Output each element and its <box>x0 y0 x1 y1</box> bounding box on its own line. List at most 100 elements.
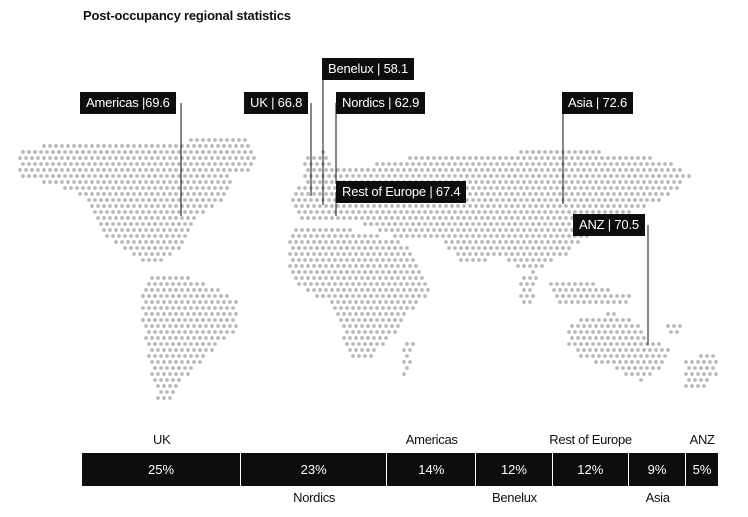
map-dot <box>189 198 193 202</box>
map-dot <box>171 222 175 226</box>
map-dot <box>375 318 379 322</box>
map-dot <box>351 294 355 298</box>
map-dot <box>537 246 541 250</box>
map-dot <box>393 270 397 274</box>
map-dot <box>585 354 589 358</box>
map-dot <box>132 144 136 148</box>
map-dot <box>177 174 181 178</box>
map-dot <box>186 276 190 280</box>
map-dot <box>360 276 364 280</box>
map-dot <box>315 270 319 274</box>
map-dot <box>639 366 643 370</box>
map-dot <box>54 144 58 148</box>
map-dot <box>234 324 238 328</box>
map-dot <box>39 174 43 178</box>
map-dot <box>288 240 292 244</box>
map-dot <box>339 174 343 178</box>
map-dot <box>162 240 166 244</box>
map-dot <box>531 162 535 166</box>
map-dot <box>570 156 574 160</box>
map-dot <box>84 168 88 172</box>
map-dot <box>351 342 355 346</box>
map-dot <box>219 294 223 298</box>
map-dot <box>156 144 160 148</box>
map-dot <box>570 336 574 340</box>
map-dot <box>483 234 487 238</box>
map-dot <box>303 210 307 214</box>
map-dot <box>573 210 577 214</box>
map-dot <box>354 348 358 352</box>
map-dot <box>333 294 337 298</box>
map-dot <box>144 240 148 244</box>
map-dot <box>486 168 490 172</box>
map-dot <box>570 300 574 304</box>
map-dot <box>324 276 328 280</box>
map-dot <box>168 300 172 304</box>
map-dot <box>351 210 355 214</box>
map-dot <box>381 330 385 334</box>
map-dot <box>45 174 49 178</box>
map-dot <box>330 240 334 244</box>
map-dot <box>366 252 370 256</box>
map-dot <box>603 354 607 358</box>
map-dot <box>171 234 175 238</box>
map-dot <box>96 216 100 220</box>
map-dot <box>42 156 46 160</box>
map-dot <box>450 216 454 220</box>
map-dot <box>519 150 523 154</box>
map-dot <box>636 372 640 376</box>
map-dot <box>300 276 304 280</box>
map-dot <box>576 180 580 184</box>
map-dot <box>504 252 508 256</box>
map-dot <box>246 156 250 160</box>
map-dot <box>363 306 367 310</box>
map-dot <box>222 144 226 148</box>
map-dot <box>570 240 574 244</box>
map-dot <box>615 318 619 322</box>
map-dot <box>312 216 316 220</box>
map-dot <box>153 342 157 346</box>
map-dot <box>291 198 295 202</box>
map-dot <box>459 234 463 238</box>
map-dot <box>531 294 535 298</box>
map-dot <box>594 348 598 352</box>
map-dot <box>162 300 166 304</box>
map-dot <box>558 252 562 256</box>
map-dot <box>354 168 358 172</box>
map-dot <box>51 150 55 154</box>
map-dot <box>633 186 637 190</box>
map-dot <box>396 228 400 232</box>
map-dot <box>87 198 91 202</box>
map-dot <box>630 324 634 328</box>
map-dot <box>366 324 370 328</box>
map-dot <box>108 180 112 184</box>
map-dot <box>621 342 625 346</box>
map-dot <box>630 192 634 196</box>
map-dot <box>378 264 382 268</box>
map-dot <box>609 210 613 214</box>
map-dot <box>294 240 298 244</box>
map-dot <box>564 180 568 184</box>
map-dot <box>231 330 235 334</box>
map-dot <box>303 270 307 274</box>
map-dot <box>141 150 145 154</box>
map-dot <box>120 180 124 184</box>
map-dot <box>114 216 118 220</box>
map-dot <box>201 330 205 334</box>
map-dot <box>135 198 139 202</box>
map-dot <box>396 216 400 220</box>
map-dot <box>582 168 586 172</box>
map-dot <box>111 186 115 190</box>
map-dot <box>606 300 610 304</box>
map-dot <box>225 330 229 334</box>
map-dot <box>510 240 514 244</box>
map-dot <box>129 246 133 250</box>
map-dot <box>615 162 619 166</box>
map-dot <box>168 216 172 220</box>
map-dot <box>570 204 574 208</box>
map-dot <box>432 228 436 232</box>
map-dot <box>291 270 295 274</box>
map-dot <box>423 210 427 214</box>
map-dot <box>615 354 619 358</box>
map-dot <box>549 210 553 214</box>
